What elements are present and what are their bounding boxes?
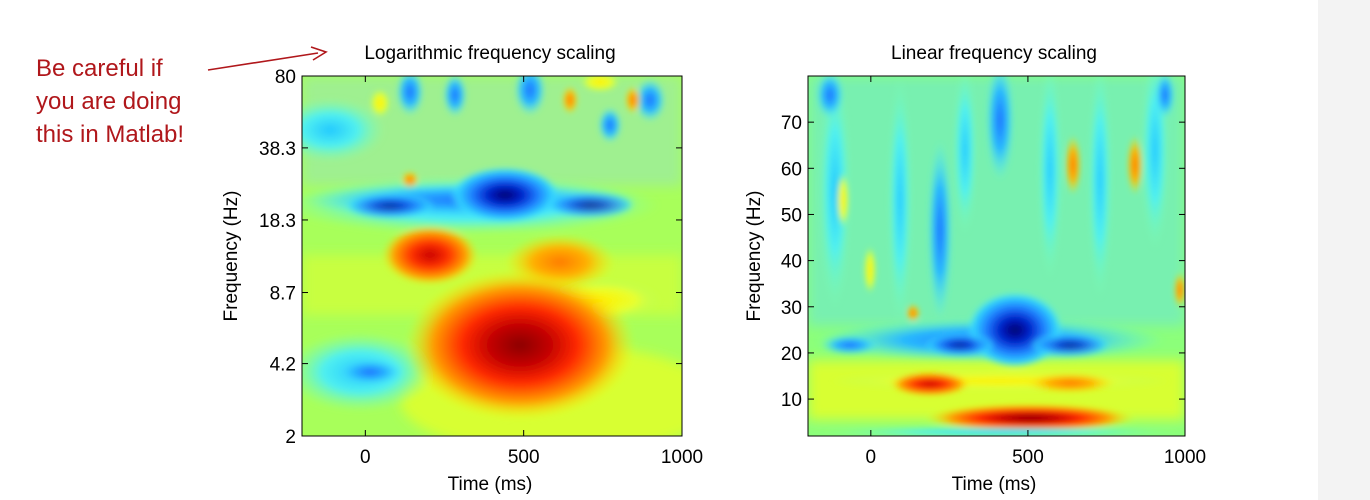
- heatmap-linear-surface: [808, 76, 1185, 436]
- annotation-line-1: Be careful if: [36, 55, 163, 82]
- x-tick-label-linear-1: 500: [1012, 447, 1044, 468]
- x-tick-label-log-0: 0: [360, 447, 371, 468]
- y-tick-label-linear-4: 50: [781, 205, 802, 226]
- arrow-shaft: [207, 52, 319, 71]
- chart-title-linear: Linear frequency scaling: [891, 43, 1097, 64]
- warning-annotation: Be careful if you are doing this in Matl…: [36, 52, 184, 151]
- y-axis-label-linear: Frequency (Hz): [744, 191, 765, 322]
- slide-edge-strip: [1318, 0, 1370, 500]
- linear-y-ticks: 10 20 30 40 50 60 70: [781, 113, 1185, 411]
- y-tick-label-log-3: 18.3: [259, 211, 296, 232]
- x-axis-label-log: Time (ms): [448, 474, 533, 495]
- linear-x-ticks: 0 500 1000: [866, 76, 1206, 468]
- y-tick-label-linear-2: 30: [781, 298, 802, 319]
- y-tick-label-log-0: 2: [285, 427, 296, 448]
- y-tick-label-linear-6: 70: [781, 113, 802, 134]
- heatmap-log-frame: [301, 75, 683, 437]
- x-axis-label-linear: Time (ms): [952, 474, 1037, 495]
- x-tick-label-linear-2: 1000: [1164, 447, 1206, 468]
- x-tick-label-log-2: 1000: [661, 447, 703, 468]
- y-axis-label-log: Frequency (Hz): [221, 191, 242, 322]
- y-tick-label-linear-0: 10: [781, 390, 802, 411]
- y-tick-label-log-1: 4.2: [270, 355, 296, 376]
- annotation-line-3: this in Matlab!: [36, 121, 185, 148]
- y-tick-label-linear-1: 20: [781, 344, 802, 365]
- heatmap-linear-panel: 0 500 1000 10 20 30 40 50 60 70 Linear frequency…: [744, 43, 1206, 495]
- x-tick-label-log-1: 500: [508, 447, 540, 468]
- y-tick-label-log-5: 80: [275, 67, 296, 88]
- arrow-head: [310, 46, 328, 61]
- y-tick-label-log-2: 8.7: [270, 284, 296, 305]
- x-tick-label-linear-0: 0: [866, 447, 877, 468]
- heatmap-log-surface: [302, 76, 682, 436]
- y-tick-label-linear-3: 40: [781, 252, 802, 273]
- heatmap-log-panel: 0 500 1000 2 4.2 8.7 18.3 38.3 80 Logarithmic f…: [221, 43, 703, 495]
- annotation-line-2: you are doing: [36, 88, 182, 115]
- chart-title-log: Logarithmic frequency scaling: [364, 43, 615, 64]
- y-tick-label-log-4: 38.3: [259, 139, 296, 160]
- y-tick-label-linear-5: 60: [781, 159, 802, 180]
- log-x-ticks: 0 500 1000: [360, 76, 703, 468]
- log-y-ticks: 2 4.2 8.7 18.3 38.3 80: [259, 67, 682, 448]
- heatmap-linear-frame: [807, 75, 1186, 437]
